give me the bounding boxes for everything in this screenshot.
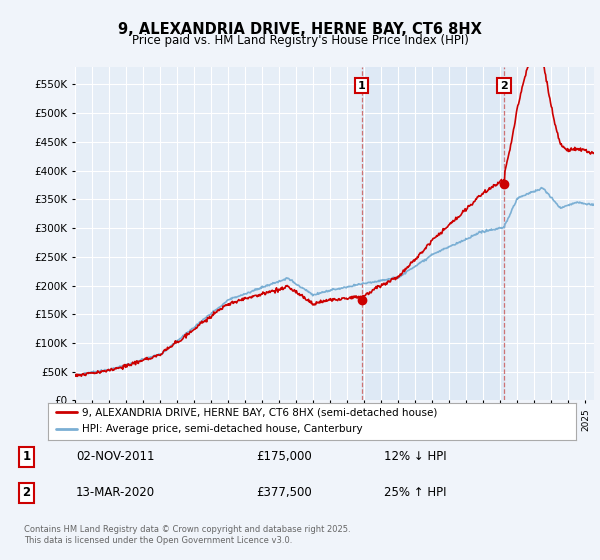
Bar [362, 67, 504, 400]
Text: 1: 1 [358, 81, 365, 91]
Text: 9, ALEXANDRIA DRIVE, HERNE BAY, CT6 8HX (semi-detached house): 9, ALEXANDRIA DRIVE, HERNE BAY, CT6 8HX … [82, 407, 437, 417]
Text: 1: 1 [22, 450, 31, 463]
Text: 12% ↓ HPI: 12% ↓ HPI [385, 450, 447, 463]
Text: Price paid vs. HM Land Registry's House Price Index (HPI): Price paid vs. HM Land Registry's House … [131, 34, 469, 47]
Text: 25% ↑ HPI: 25% ↑ HPI [385, 486, 447, 499]
Text: Contains HM Land Registry data © Crown copyright and database right 2025.
This d: Contains HM Land Registry data © Crown c… [24, 525, 350, 545]
Text: 2: 2 [500, 81, 508, 91]
Text: HPI: Average price, semi-detached house, Canterbury: HPI: Average price, semi-detached house,… [82, 424, 363, 435]
Text: 2: 2 [22, 486, 31, 499]
Text: 13-MAR-2020: 13-MAR-2020 [76, 486, 155, 499]
Text: £175,000: £175,000 [256, 450, 312, 463]
Text: £377,500: £377,500 [256, 486, 312, 499]
Text: 02-NOV-2011: 02-NOV-2011 [76, 450, 155, 463]
Text: 9, ALEXANDRIA DRIVE, HERNE BAY, CT6 8HX: 9, ALEXANDRIA DRIVE, HERNE BAY, CT6 8HX [118, 22, 482, 36]
